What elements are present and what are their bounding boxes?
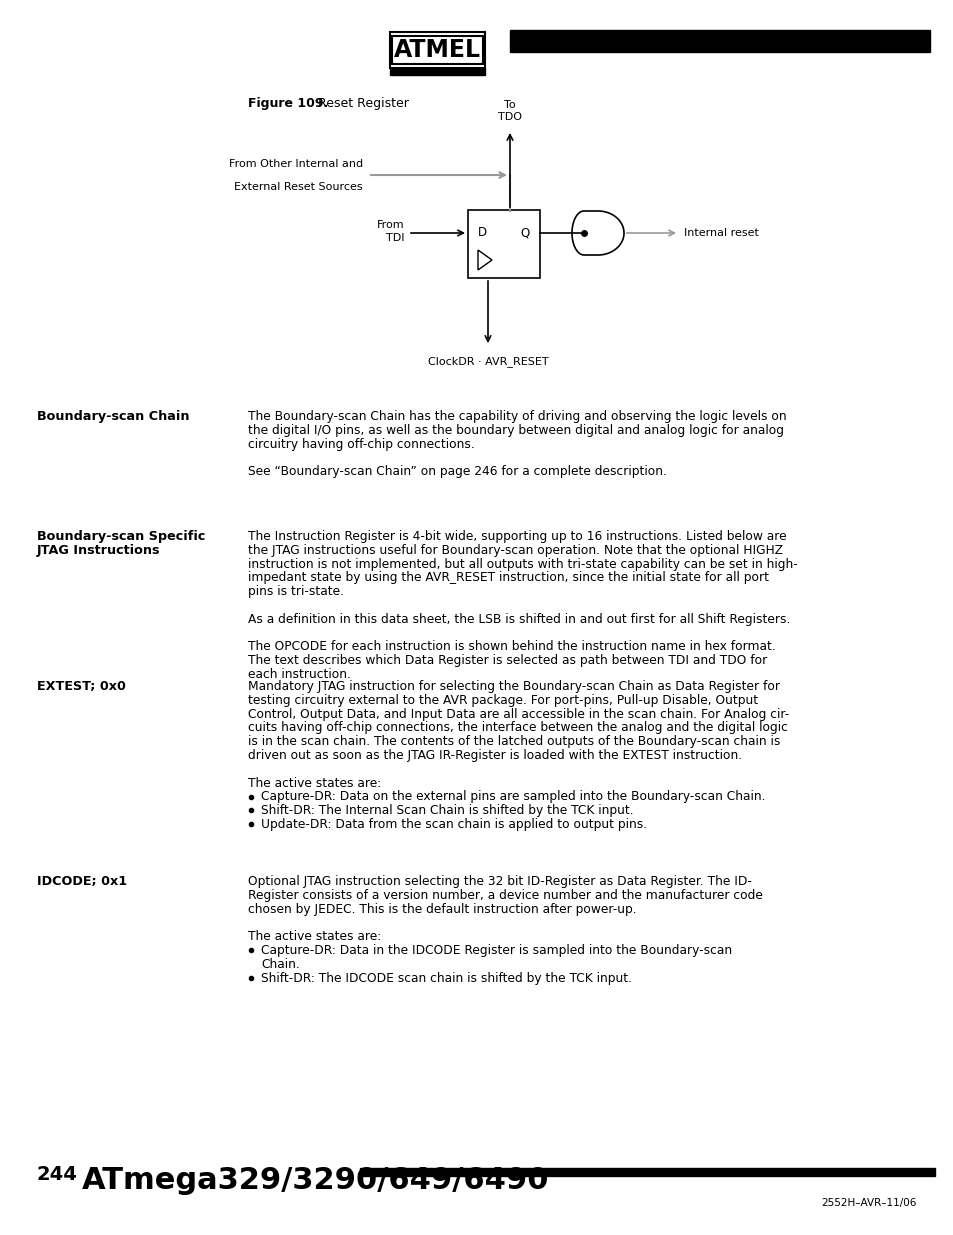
Text: testing circuitry external to the AVR package. For port-pins, Pull-up Disable, O: testing circuitry external to the AVR pa… <box>248 694 758 706</box>
Text: 244: 244 <box>37 1165 78 1184</box>
Text: Control, Output Data, and Input Data are all accessible in the scan chain. For A: Control, Output Data, and Input Data are… <box>248 708 788 720</box>
Text: Capture-DR: Data in the IDCODE Register is sampled into the Boundary-scan: Capture-DR: Data in the IDCODE Register … <box>261 944 731 957</box>
Polygon shape <box>477 249 492 270</box>
Text: External Reset Sources: External Reset Sources <box>234 182 363 191</box>
Text: is in the scan chain. The contents of the latched outputs of the Boundary-scan c: is in the scan chain. The contents of th… <box>248 735 780 748</box>
Text: From Other Internal and: From Other Internal and <box>229 159 363 169</box>
Text: From: From <box>377 220 405 230</box>
Text: ATmega329/3290/649/6490: ATmega329/3290/649/6490 <box>82 1166 549 1195</box>
Text: Optional JTAG instruction selecting the 32 bit ID-Register as Data Register. The: Optional JTAG instruction selecting the … <box>248 876 751 888</box>
Text: the digital I/O pins, as well as the boundary between digital and analog logic f: the digital I/O pins, as well as the bou… <box>248 424 783 437</box>
Text: The active states are:: The active states are: <box>248 930 381 944</box>
Text: impedant state by using the AVR_RESET instruction, since the initial state for a: impedant state by using the AVR_RESET in… <box>248 572 768 584</box>
Bar <box>468 210 539 278</box>
Text: pins is tri-state.: pins is tri-state. <box>248 585 344 598</box>
Text: Shift-DR: The Internal Scan Chain is shifted by the TCK input.: Shift-DR: The Internal Scan Chain is shi… <box>261 804 633 818</box>
Text: 2552H–AVR–11/06: 2552H–AVR–11/06 <box>821 1198 916 1208</box>
Bar <box>359 1168 934 1176</box>
Text: ATMEL: ATMEL <box>394 38 480 62</box>
Text: IDCODE; 0x1: IDCODE; 0x1 <box>37 876 127 888</box>
Text: To: To <box>503 100 516 110</box>
Text: The Boundary-scan Chain has the capability of driving and observing the logic le: The Boundary-scan Chain has the capabili… <box>248 410 786 424</box>
Text: Figure 109.: Figure 109. <box>248 98 328 110</box>
Text: Q: Q <box>519 226 529 240</box>
Text: Capture-DR: Data on the external pins are sampled into the Boundary-scan Chain.: Capture-DR: Data on the external pins ar… <box>261 790 764 804</box>
Bar <box>390 68 484 75</box>
Text: Shift-DR: The IDCODE scan chain is shifted by the TCK input.: Shift-DR: The IDCODE scan chain is shift… <box>261 972 631 984</box>
Text: TDI: TDI <box>386 233 405 243</box>
Text: driven out as soon as the JTAG IR-Register is loaded with the EXTEST instruction: driven out as soon as the JTAG IR-Regist… <box>248 748 741 762</box>
Text: circuitry having off-chip connections.: circuitry having off-chip connections. <box>248 437 475 451</box>
Text: The active states are:: The active states are: <box>248 777 381 789</box>
Text: ClockDR · AVR_RESET: ClockDR · AVR_RESET <box>427 356 548 367</box>
Text: TDO: TDO <box>497 112 521 122</box>
Text: The OPCODE for each instruction is shown behind the instruction name in hex form: The OPCODE for each instruction is shown… <box>248 641 775 653</box>
Text: instruction is not implemented, but all outputs with tri-state capability can be: instruction is not implemented, but all … <box>248 557 797 571</box>
Text: Mandatory JTAG instruction for selecting the Boundary-scan Chain as Data Registe: Mandatory JTAG instruction for selecting… <box>248 680 780 693</box>
Bar <box>390 32 484 68</box>
Text: the JTAG instructions useful for Boundary-scan operation. Note that the optional: the JTAG instructions useful for Boundar… <box>248 543 782 557</box>
Text: See “Boundary-scan Chain” on page 246 for a complete description.: See “Boundary-scan Chain” on page 246 fo… <box>248 466 666 478</box>
Bar <box>510 30 929 52</box>
Text: Chain.: Chain. <box>261 958 299 971</box>
Text: The Instruction Register is 4-bit wide, supporting up to 16 instructions. Listed: The Instruction Register is 4-bit wide, … <box>248 530 786 543</box>
Text: cuits having off-chip connections, the interface between the analog and the digi: cuits having off-chip connections, the i… <box>248 721 787 735</box>
Text: D: D <box>477 226 487 240</box>
Text: JTAG Instructions: JTAG Instructions <box>37 543 160 557</box>
Text: Reset Register: Reset Register <box>310 98 409 110</box>
Text: Internal reset: Internal reset <box>683 228 758 238</box>
Text: EXTEST; 0x0: EXTEST; 0x0 <box>37 680 126 693</box>
Text: Boundary-scan Chain: Boundary-scan Chain <box>37 410 190 424</box>
Text: Register consists of a version number, a device number and the manufacturer code: Register consists of a version number, a… <box>248 889 762 902</box>
Text: Boundary-scan Specific: Boundary-scan Specific <box>37 530 205 543</box>
Text: chosen by JEDEC. This is the default instruction after power-up.: chosen by JEDEC. This is the default ins… <box>248 903 636 915</box>
Text: each instruction.: each instruction. <box>248 668 351 680</box>
Text: As a definition in this data sheet, the LSB is shifted in and out first for all : As a definition in this data sheet, the … <box>248 613 789 626</box>
Text: The text describes which Data Register is selected as path between TDI and TDO f: The text describes which Data Register i… <box>248 655 766 667</box>
Polygon shape <box>572 211 623 254</box>
Text: Update-DR: Data from the scan chain is applied to output pins.: Update-DR: Data from the scan chain is a… <box>261 818 646 831</box>
